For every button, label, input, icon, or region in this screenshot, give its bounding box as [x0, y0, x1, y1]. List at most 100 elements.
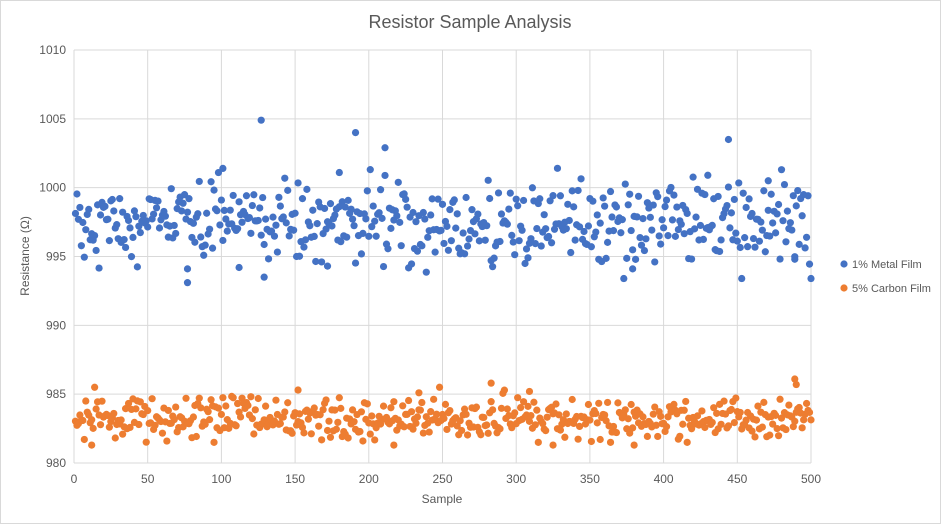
data-point: [142, 217, 150, 225]
x-tick-label: 500: [801, 472, 821, 486]
data-point: [788, 226, 796, 234]
data-point: [80, 253, 88, 261]
data-point: [586, 416, 594, 424]
data-point: [671, 232, 679, 240]
data-point: [254, 394, 262, 403]
data-point-outlier: [724, 135, 733, 144]
data-point: [397, 242, 405, 250]
data-point: [723, 201, 731, 210]
data-point: [742, 203, 750, 212]
data-point: [677, 220, 685, 228]
data-point: [452, 224, 460, 232]
data-point: [575, 422, 584, 430]
data-point: [219, 394, 227, 402]
data-point: [422, 268, 430, 276]
data-point: [609, 227, 618, 235]
data-point: [562, 225, 570, 233]
data-point: [574, 186, 582, 195]
data-point: [720, 397, 728, 405]
data-point: [570, 203, 578, 211]
data-point: [667, 183, 675, 192]
data-point: [505, 205, 513, 213]
data-point: [805, 408, 814, 416]
data-point: [163, 437, 171, 445]
data-point: [658, 216, 666, 224]
data-point: [91, 231, 99, 240]
data-point: [701, 423, 709, 432]
data-point: [540, 211, 548, 219]
data-point: [348, 406, 357, 414]
data-point: [518, 226, 526, 234]
data-point: [441, 400, 450, 408]
data-point: [431, 248, 439, 256]
data-point: [500, 386, 509, 394]
data-point: [313, 220, 321, 228]
data-point: [129, 233, 137, 242]
data-point: [223, 227, 231, 235]
data-point: [639, 215, 647, 223]
legend-marker: [840, 260, 848, 268]
data-point: [172, 229, 180, 238]
data-point: [413, 413, 422, 421]
data-point: [693, 412, 702, 420]
data-point: [606, 438, 615, 446]
y-tick-label: 1005: [39, 112, 66, 126]
data-point: [730, 419, 738, 427]
data-point: [418, 242, 426, 250]
data-point: [207, 178, 215, 186]
data-point: [256, 204, 264, 212]
data-point: [142, 438, 150, 446]
data-point: [161, 212, 169, 220]
data-point: [427, 408, 435, 416]
data-point: [738, 274, 746, 283]
data-points: [71, 116, 815, 449]
data-point: [755, 237, 764, 245]
data-point: [661, 202, 669, 211]
legend-entry: 5% Carbon Film: [852, 283, 931, 295]
legend: 1% Metal Film 5% Carbon Film: [840, 259, 931, 295]
data-point: [528, 184, 537, 192]
data-point: [777, 414, 786, 422]
data-point: [680, 230, 688, 238]
data-point: [603, 238, 612, 246]
data-point: [802, 233, 811, 241]
data-point: [440, 239, 448, 248]
data-point: [372, 232, 380, 240]
data-point: [714, 192, 722, 201]
data-point: [229, 394, 237, 402]
data-point: [462, 193, 470, 202]
data-point: [185, 195, 193, 203]
data-point: [443, 425, 451, 434]
data-point: [699, 235, 707, 244]
data-point: [474, 210, 482, 218]
data-point: [530, 398, 538, 406]
data-point: [208, 244, 217, 252]
x-tick-label: 50: [141, 472, 155, 486]
data-point: [683, 438, 691, 446]
data-point: [387, 404, 395, 412]
data-point: [260, 240, 268, 249]
data-point: [378, 214, 386, 222]
data-point: [766, 431, 774, 439]
data-point: [325, 417, 333, 425]
data-point: [698, 407, 706, 415]
data-point: [760, 398, 768, 406]
data-point: [189, 219, 197, 227]
data-point: [110, 409, 118, 418]
data-point: [332, 425, 340, 433]
x-tick-label: 300: [506, 472, 526, 486]
data-point: [757, 218, 765, 226]
data-point: [751, 433, 759, 441]
y-tick-label: 980: [46, 456, 66, 470]
data-point: [536, 195, 544, 203]
data-point: [646, 213, 654, 221]
data-point-outlier: [792, 380, 800, 389]
data-point: [758, 226, 766, 234]
data-point: [91, 383, 99, 391]
data-point: [105, 237, 113, 245]
x-tick-label: 0: [71, 472, 78, 486]
data-point: [427, 211, 435, 219]
data-point: [303, 185, 311, 193]
data-point: [639, 413, 647, 421]
data-point: [402, 195, 410, 203]
